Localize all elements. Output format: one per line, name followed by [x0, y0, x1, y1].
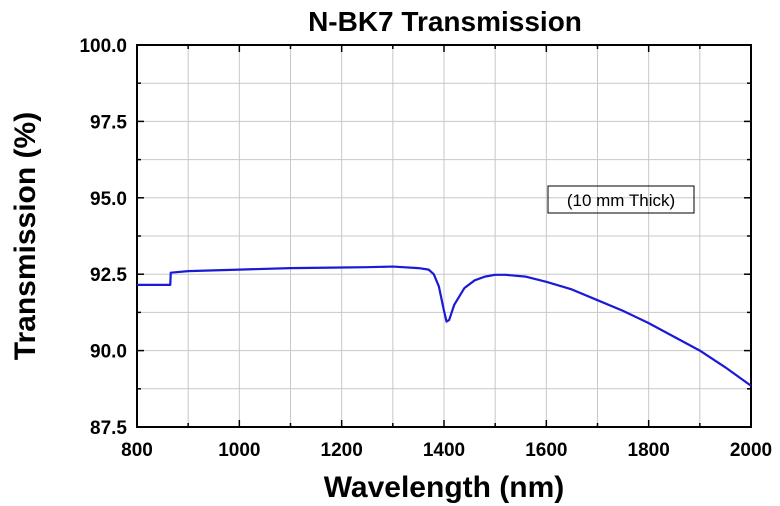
x-tick-label: 1400: [423, 440, 465, 461]
axis-ticks: [136, 44, 752, 428]
x-tick-label: 1000: [218, 440, 260, 461]
y-tick-label: 100.0: [79, 36, 127, 57]
chart-title: N-BK7 Transmission: [308, 6, 582, 37]
annotation-box: (10 mm Thick): [547, 185, 695, 214]
x-tick-label: 1200: [321, 440, 363, 461]
y-tick-label: 97.5: [90, 112, 127, 133]
x-tick-label: 1800: [628, 440, 670, 461]
y-tick-labels: 87.5 90.0 92.5 95.0 97.5 100.0: [79, 36, 127, 439]
y-tick-label: 87.5: [90, 418, 127, 439]
y-tick-label: 95.0: [90, 189, 127, 210]
grid: [137, 45, 751, 427]
y-tick-label: 92.5: [90, 265, 127, 286]
y-tick-label: 90.0: [90, 342, 127, 363]
y-axis-label: Transmission (%): [9, 112, 42, 360]
x-tick-label: 2000: [730, 440, 772, 461]
x-tick-label: 800: [121, 440, 153, 461]
x-tick-label: 1600: [525, 440, 567, 461]
annotation-text: (10 mm Thick): [567, 191, 675, 210]
transmission-line: [137, 265, 752, 387]
x-tick-labels: 800 1000 1200 1400 1600 1800 2000: [121, 440, 772, 461]
x-axis-label: Wavelength (nm): [324, 471, 565, 504]
